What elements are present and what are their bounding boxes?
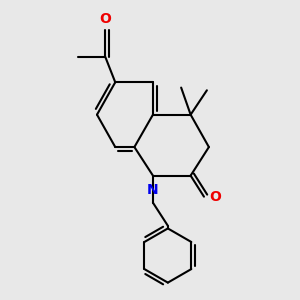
Text: N: N [147, 183, 159, 197]
Text: O: O [209, 190, 221, 204]
Text: O: O [99, 12, 111, 26]
